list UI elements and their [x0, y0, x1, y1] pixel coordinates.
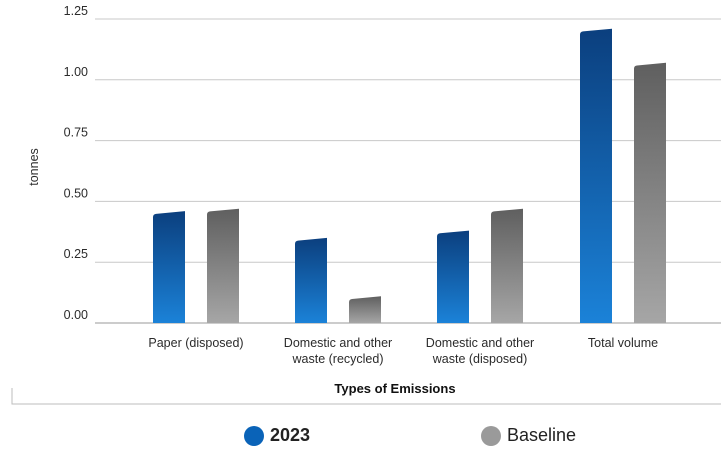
legend-item-2023[interactable]: 2023 [244, 425, 310, 446]
legend-swatch-baseline [481, 425, 501, 446]
y-tick-label: 0.75 [64, 126, 88, 140]
category-label: Total volume [588, 336, 658, 350]
legend-label-baseline: Baseline [507, 425, 577, 445]
category-label: waste (disposed) [432, 352, 528, 366]
y-axis-label: tonnes [27, 148, 41, 186]
legend-label-2023: 2023 [270, 425, 311, 445]
bar-2023-3 [580, 28, 612, 324]
y-tick-label: 0.50 [64, 186, 88, 200]
category-label: Domestic and other [284, 336, 392, 350]
y-axis-ticks: 0.00 0.25 0.50 0.75 1.00 1.25 [64, 4, 88, 322]
category-label: Paper (disposed) [148, 336, 243, 350]
legend-item-baseline[interactable]: Baseline [481, 425, 576, 446]
category-label: Domestic and other [426, 336, 534, 350]
bars [153, 28, 666, 324]
x-axis-bracket [11, 388, 721, 405]
bar-baseline-3 [634, 62, 666, 323]
category-labels: Paper (disposed) Domestic and other waste … [148, 336, 658, 366]
bar-2023-0 [153, 211, 185, 323]
bar-baseline-2 [491, 208, 523, 323]
x-axis-label: Types of Emissions [334, 381, 455, 396]
y-tick-label: 1.00 [64, 65, 88, 79]
bar-2023-2 [437, 230, 469, 323]
category-label: waste (recycled) [292, 352, 384, 366]
legend: 2023 Baseline [0, 425, 721, 455]
y-tick-label: 0.25 [64, 247, 88, 261]
y-tick-label: 1.25 [64, 4, 88, 18]
gridlines [95, 18, 721, 324]
y-tick-label: 0.00 [64, 308, 88, 322]
bar-baseline-0 [207, 208, 239, 323]
bar-2023-1 [295, 237, 327, 323]
legend-swatch-2023 [244, 425, 264, 446]
bar-baseline-1 [349, 296, 381, 323]
